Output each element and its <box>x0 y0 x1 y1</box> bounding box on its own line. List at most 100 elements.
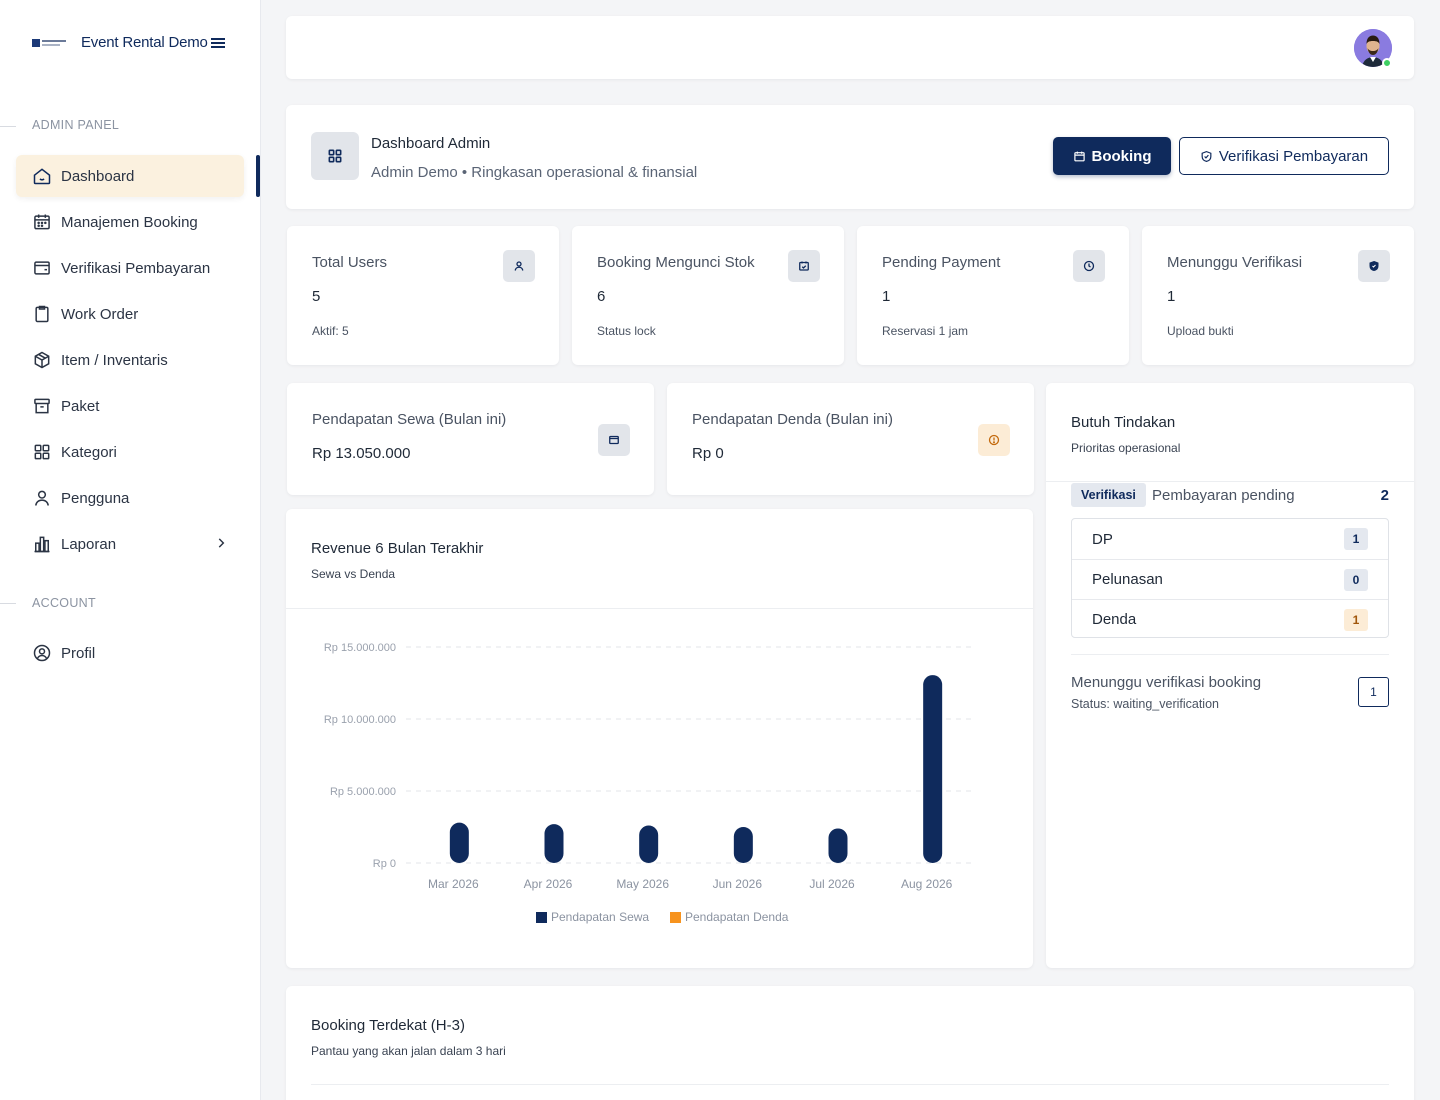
x-tick-label: Mar 2026 <box>428 877 479 891</box>
brand-logo <box>32 37 68 49</box>
user-icon <box>32 488 52 508</box>
x-tick-label: Jul 2026 <box>809 877 855 891</box>
sidebar-item-label: Kategori <box>61 443 117 461</box>
revenue-card-sewa: Pendapatan Sewa (Bulan ini) Rp 13.050.00… <box>287 383 654 495</box>
section-divider <box>0 126 16 127</box>
sidebar-item-pengguna[interactable]: Pengguna <box>16 477 244 519</box>
verify-payment-button[interactable]: Verifikasi Pembayaran <box>1179 137 1389 175</box>
sidebar-item-label: Profil <box>61 644 96 662</box>
sidebar-item-label: Manajemen Booking <box>61 213 198 231</box>
stat-value: 1 <box>1167 288 1176 305</box>
card-divider <box>286 608 1033 609</box>
stat-value: 1 <box>882 288 891 305</box>
x-tick-label: Apr 2026 <box>524 877 573 891</box>
wallet-icon <box>32 258 52 278</box>
waiting-booking-count: 1 <box>1358 677 1389 707</box>
booking-button-label: Booking <box>1091 147 1152 165</box>
bar-sewa <box>733 827 753 863</box>
stat-title: Pending Payment <box>882 254 1001 271</box>
upcoming-booking-card: Booking Terdekat (H-3) Pantau yang akan … <box>286 986 1414 1100</box>
list-item-pelunasan[interactable]: Pelunasan 0 <box>1072 559 1388 599</box>
card-divider <box>311 1084 1389 1085</box>
stat-card-booking-lock: Booking Mengunci Stok 6 Status lock <box>572 226 844 365</box>
section-label-admin: ADMIN PANEL <box>32 118 120 132</box>
stat-value: 5 <box>312 288 321 305</box>
y-tick-label: Rp 5.000.000 <box>330 786 396 798</box>
sidebar-item-booking[interactable]: Manajemen Booking <box>16 201 244 243</box>
brand-name: Event Rental Demo <box>81 34 208 51</box>
sidebar-item-inventaris[interactable]: Item / Inventaris <box>16 339 244 381</box>
revenue-value: Rp 0 <box>692 445 724 462</box>
bar-sewa <box>544 824 564 863</box>
section-divider <box>0 603 16 604</box>
revenue-card-denda: Pendapatan Denda (Bulan ini) Rp 0 <box>667 383 1034 495</box>
sidebar-item-laporan[interactable]: Laporan <box>16 523 244 565</box>
sidebar-item-profil[interactable]: Profil <box>16 632 244 674</box>
sidebar-item-label: Paket <box>61 397 100 415</box>
wallet-icon <box>598 424 630 456</box>
verify-payment-button-label: Verifikasi Pembayaran <box>1218 147 1369 165</box>
revenue-title: Pendapatan Denda (Bulan ini) <box>692 411 893 428</box>
booking-card-subtitle: Pantau yang akan jalan dalam 3 hari <box>311 1044 506 1058</box>
archive-icon <box>32 396 52 416</box>
online-status-dot <box>1382 58 1392 68</box>
stat-sub: Reservasi 1 jam <box>882 324 969 338</box>
y-tick-label: Rp 0 <box>373 858 396 870</box>
sidebar-item-label: Item / Inventaris <box>61 351 168 369</box>
action-card-subtitle: Prioritas operasional <box>1071 441 1181 455</box>
list-item-dp[interactable]: DP 1 <box>1072 519 1388 559</box>
waiting-booking-status: Status: waiting_verification <box>1071 697 1219 711</box>
list-item-denda[interactable]: Denda 1 <box>1072 599 1388 639</box>
legend-swatch <box>670 912 681 923</box>
page-header: Dashboard Admin Admin Demo • Ringkasan o… <box>286 105 1414 209</box>
sidebar-item-label: Laporan <box>61 535 117 553</box>
legend-label: Pendapatan Denda <box>685 910 789 924</box>
x-tick-label: Jun 2026 <box>713 877 763 891</box>
chart-card-title: Revenue 6 Bulan Terakhir <box>311 540 484 557</box>
bar-sewa <box>828 828 848 863</box>
chart-card-subtitle: Sewa vs Denda <box>311 567 396 581</box>
grid-icon <box>32 442 52 462</box>
page-subtitle: Admin Demo • Ringkasan operasional & fin… <box>371 164 698 181</box>
shield-check-icon <box>1201 150 1212 162</box>
stat-sub: Aktif: 5 <box>312 324 349 338</box>
count-badge: 1 <box>1344 609 1368 631</box>
top-bar <box>286 16 1414 79</box>
sidebar-item-kategori[interactable]: Kategori <box>16 431 244 473</box>
booking-button[interactable]: Booking <box>1053 137 1171 175</box>
stat-title: Menunggu Verifikasi <box>1167 254 1303 271</box>
sidebar-item-paket[interactable]: Paket <box>16 385 244 427</box>
stat-title: Total Users <box>312 254 388 271</box>
x-tick-label: May 2026 <box>616 877 669 891</box>
sidebar: Event Rental Demo ADMIN PANEL Dashboard … <box>0 0 261 1100</box>
sidebar-item-verifikasi[interactable]: Verifikasi Pembayaran <box>16 247 244 289</box>
action-card-title: Butuh Tindakan <box>1071 414 1176 431</box>
sidebar-item-label: Work Order <box>61 305 139 323</box>
grid-icon <box>311 132 359 180</box>
action-needed-card: Butuh Tindakan Prioritas operasional Ver… <box>1046 383 1414 968</box>
clock-icon <box>1073 250 1105 282</box>
clipboard-icon <box>32 304 52 324</box>
bar-chart-icon <box>32 534 52 554</box>
brand[interactable]: Event Rental Demo <box>32 34 225 51</box>
stat-sub: Status lock <box>597 324 656 338</box>
count-badge: 0 <box>1344 569 1368 591</box>
sidebar-item-work-order[interactable]: Work Order <box>16 293 244 335</box>
revenue-bar-chart: Rp 0 Rp 5.000.000 Rp 10.000.000 Rp 15.000.0… <box>324 642 974 924</box>
calendar-check-icon <box>788 250 820 282</box>
count-badge: 1 <box>1344 528 1368 550</box>
revenue-chart-card: Revenue 6 Bulan Terakhir Sewa vs Denda R… <box>286 509 1033 968</box>
alert-circle-icon <box>978 424 1010 456</box>
pending-payment-label: Pembayaran pending <box>1152 487 1295 504</box>
stat-value: 6 <box>597 288 606 305</box>
sidebar-item-dashboard[interactable]: Dashboard <box>16 155 244 197</box>
user-circle-icon <box>32 643 52 663</box>
waiting-booking-title[interactable]: Menunggu verifikasi booking <box>1071 674 1262 691</box>
list-item-label: DP <box>1092 530 1113 548</box>
list-item-label: Pelunasan <box>1092 571 1163 588</box>
revenue-title: Pendapatan Sewa (Bulan ini) <box>312 411 507 428</box>
stat-card-pending-payment: Pending Payment 1 Reservasi 1 jam <box>857 226 1129 365</box>
section-label-account: ACCOUNT <box>32 596 96 610</box>
payment-type-list: DP 1 Pelunasan 0 Denda 1 <box>1071 518 1389 638</box>
hamburger-menu-icon[interactable] <box>210 37 225 49</box>
